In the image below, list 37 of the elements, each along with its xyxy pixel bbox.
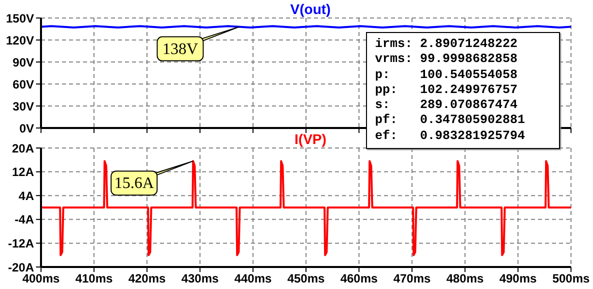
x-tick-label: 470ms xyxy=(393,272,432,286)
x-tick-label: 500ms xyxy=(552,272,590,286)
y-tick-label: 12A xyxy=(12,165,34,180)
y-tick-label: 30V xyxy=(12,99,34,114)
chart-title: V(out) xyxy=(289,1,332,17)
callout: 15.6A xyxy=(110,160,194,196)
y-tick-label: 20A xyxy=(12,141,34,156)
line-series xyxy=(41,160,571,256)
callout: 138V xyxy=(156,26,240,62)
y-tick-label: -12A xyxy=(8,236,34,250)
annotation: 15.6A xyxy=(114,175,154,192)
y-tick-label: 4A xyxy=(18,188,34,203)
x-tick-label: 460ms xyxy=(340,272,378,286)
annotation: p: 100.540554058 xyxy=(375,68,519,83)
x-tick-label: 400ms xyxy=(22,272,60,286)
x-tick-label: 420ms xyxy=(128,272,166,286)
x-tick-label: 490ms xyxy=(499,272,538,286)
x-tick-label: 450ms xyxy=(287,272,326,286)
y-tick-label: -20A xyxy=(8,260,34,274)
y-tick-label: -4A xyxy=(14,212,34,227)
x-tick-label: 430ms xyxy=(181,272,220,286)
annotation: pf: 0.347805902881 xyxy=(375,113,526,129)
x-tick-label: 480ms xyxy=(446,272,484,286)
annotation: vrms: 99.9998682858 xyxy=(375,52,519,68)
annotation: 138V xyxy=(162,40,198,58)
x-tick-label: 410ms xyxy=(75,272,114,286)
annotation: s: 289.070867474 xyxy=(375,98,519,114)
y-tick-label: 150V xyxy=(6,11,34,26)
y-tick-label: 90V xyxy=(12,55,34,70)
annotation: irms: 2.89071248222 xyxy=(375,37,519,52)
y-tick-label: 60V xyxy=(12,77,34,92)
annotation: pp: 102.249976757 xyxy=(375,82,519,98)
chart-title: I(VP) xyxy=(294,131,326,147)
y-tick-label: 0V xyxy=(19,121,34,136)
x-tick-label: 440ms xyxy=(234,272,272,286)
y-tick-label: 120V xyxy=(6,33,34,48)
text: ef: 0.983281925794 xyxy=(375,128,526,143)
